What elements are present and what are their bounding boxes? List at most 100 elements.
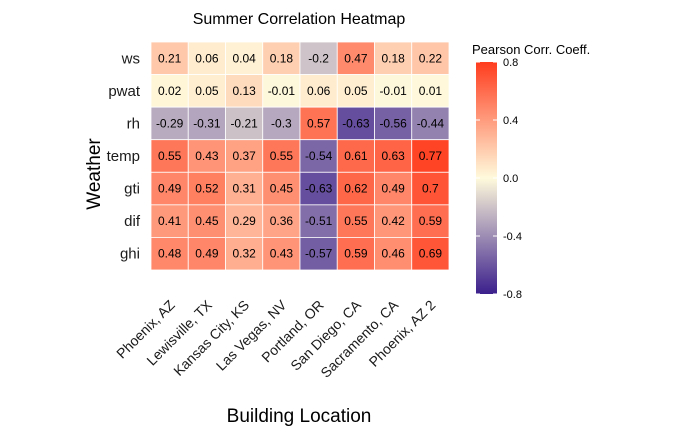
cell-value-label: 0.22 (419, 51, 443, 65)
cell-value-label: 0.49 (158, 182, 182, 196)
cell-value-label: -0.63 (305, 182, 333, 196)
heatmap-cell (336, 237, 375, 271)
heatmap-cell (187, 41, 226, 75)
heatmap-cell (262, 106, 301, 141)
legend-tick-label: 0.8 (503, 57, 518, 69)
cell-value-label: 0.59 (344, 247, 368, 261)
cell-value-label: 0.05 (344, 84, 368, 98)
y-axis-title: Weather (84, 138, 105, 210)
legend-tick-label: 0.0 (503, 173, 518, 185)
cell-value-label: 0.55 (344, 214, 368, 228)
y-tick-label: pwat (108, 83, 141, 100)
cell-value-label: 0.13 (232, 84, 256, 98)
heatmap-cell (336, 204, 375, 238)
cell-value-label: -0.2 (308, 51, 329, 65)
cell-value-label: 0.59 (419, 214, 443, 228)
cell-value-label: 0.18 (381, 51, 405, 65)
cell-value-label: -0.01 (379, 84, 407, 98)
cell-value-label: 0.36 (270, 214, 294, 228)
cell-value-label: -0.57 (305, 247, 333, 261)
cell-value-label: 0.49 (195, 247, 219, 261)
heatmap-cell (299, 139, 338, 173)
cell-value-label: -0.54 (305, 149, 333, 163)
heatmap-cell (187, 237, 226, 271)
legend-title: Pearson Corr. Coeff. (472, 42, 590, 57)
y-tick-labels: ws pwat rh temp gti dif ghi (107, 50, 141, 262)
cell-value-label: 0.05 (195, 84, 219, 98)
cell-value-label: 0.62 (344, 182, 368, 196)
heatmap-cell (262, 139, 301, 173)
cell-value-label: 0.63 (381, 149, 405, 163)
cell-value-label: -0.21 (230, 116, 258, 130)
cell-value-label: 0.06 (307, 84, 331, 98)
heatmap-cell (299, 237, 338, 271)
x-axis-title: Building Location (227, 406, 372, 427)
cell-value-label: 0.77 (419, 149, 443, 163)
cell-value-label: 0.02 (158, 84, 182, 98)
y-tick-label: rh (127, 115, 140, 132)
legend-tick-label: -0.8 (503, 289, 522, 301)
heatmap-cell (374, 139, 413, 173)
cell-value-label: 0.37 (232, 149, 256, 163)
heatmap-cell (411, 41, 450, 75)
heatmap-cell (411, 204, 450, 238)
cell-value-label: 0.57 (307, 116, 331, 130)
cell-value-label: 0.21 (158, 51, 182, 65)
y-tick-label: ghi (120, 246, 140, 263)
cell-value-label: -0.63 (342, 116, 370, 130)
y-tick-label: temp (107, 148, 140, 165)
cell-value-label: -0.01 (268, 84, 296, 98)
cell-value-label: 0.52 (195, 182, 219, 196)
cell-value-label: 0.55 (270, 149, 294, 163)
heatmap-cells: 0.21 0.06 0.04 0.18 -0.2 0.47 0.18 0.22 0.02 0.05… (150, 41, 450, 271)
cell-value-label: -0.56 (379, 116, 407, 130)
y-tick-label: dif (124, 213, 141, 230)
heatmap-cell (336, 41, 375, 75)
heatmap-cell (336, 106, 375, 141)
cell-value-label: 0.48 (158, 247, 182, 261)
cell-value-label: 0.41 (158, 214, 182, 228)
heatmap-cell (225, 237, 264, 271)
cell-value-label: 0.7 (422, 182, 439, 196)
cell-value-label: 0.43 (270, 247, 294, 261)
cell-value-label: -0.44 (417, 116, 445, 130)
y-tick-label: gti (124, 181, 140, 198)
heatmap-cell (374, 106, 413, 141)
cell-value-label: 0.01 (419, 84, 443, 98)
y-tick-label: ws (121, 50, 140, 67)
cell-value-label: -0.51 (305, 214, 333, 228)
heatmap-cell (336, 74, 375, 108)
cell-value-label: 0.29 (232, 214, 256, 228)
heatmap-cell (225, 139, 264, 173)
legend-tick-label: 0.4 (503, 115, 518, 127)
heatmap-cell (150, 237, 189, 271)
cell-value-label: 0.04 (232, 51, 256, 65)
heatmap-cell (150, 106, 189, 141)
heatmap-cell (225, 204, 264, 238)
cell-value-label: 0.32 (232, 247, 256, 261)
cell-value-label: 0.49 (381, 182, 405, 196)
heatmap-cell (411, 74, 450, 108)
heatmap-cell (299, 171, 338, 206)
cell-value-label: 0.46 (381, 247, 405, 261)
cell-value-label: 0.61 (344, 149, 368, 163)
cell-value-label: 0.55 (158, 149, 182, 163)
heatmap-cell (411, 237, 450, 271)
x-tick-label: Phoenix, AZ 2 (366, 297, 439, 370)
cell-value-label: 0.69 (419, 247, 443, 261)
cell-value-label: 0.47 (344, 51, 368, 65)
cell-value-label: -0.29 (156, 116, 184, 130)
heatmap-cell (299, 204, 338, 238)
cell-value-label: 0.18 (270, 51, 294, 65)
heatmap-cell (187, 74, 226, 108)
heatmap-cell (374, 204, 413, 238)
heatmap-cell (187, 204, 226, 238)
colorbar-gradient (476, 62, 497, 294)
cell-value-label: 0.06 (195, 51, 219, 65)
heatmap-cell (374, 237, 413, 271)
heatmap-cell (262, 74, 301, 108)
chart-title: Summer Correlation Heatmap (193, 11, 406, 28)
cell-value-label: 0.42 (381, 214, 405, 228)
heatmap-cell (299, 106, 338, 141)
